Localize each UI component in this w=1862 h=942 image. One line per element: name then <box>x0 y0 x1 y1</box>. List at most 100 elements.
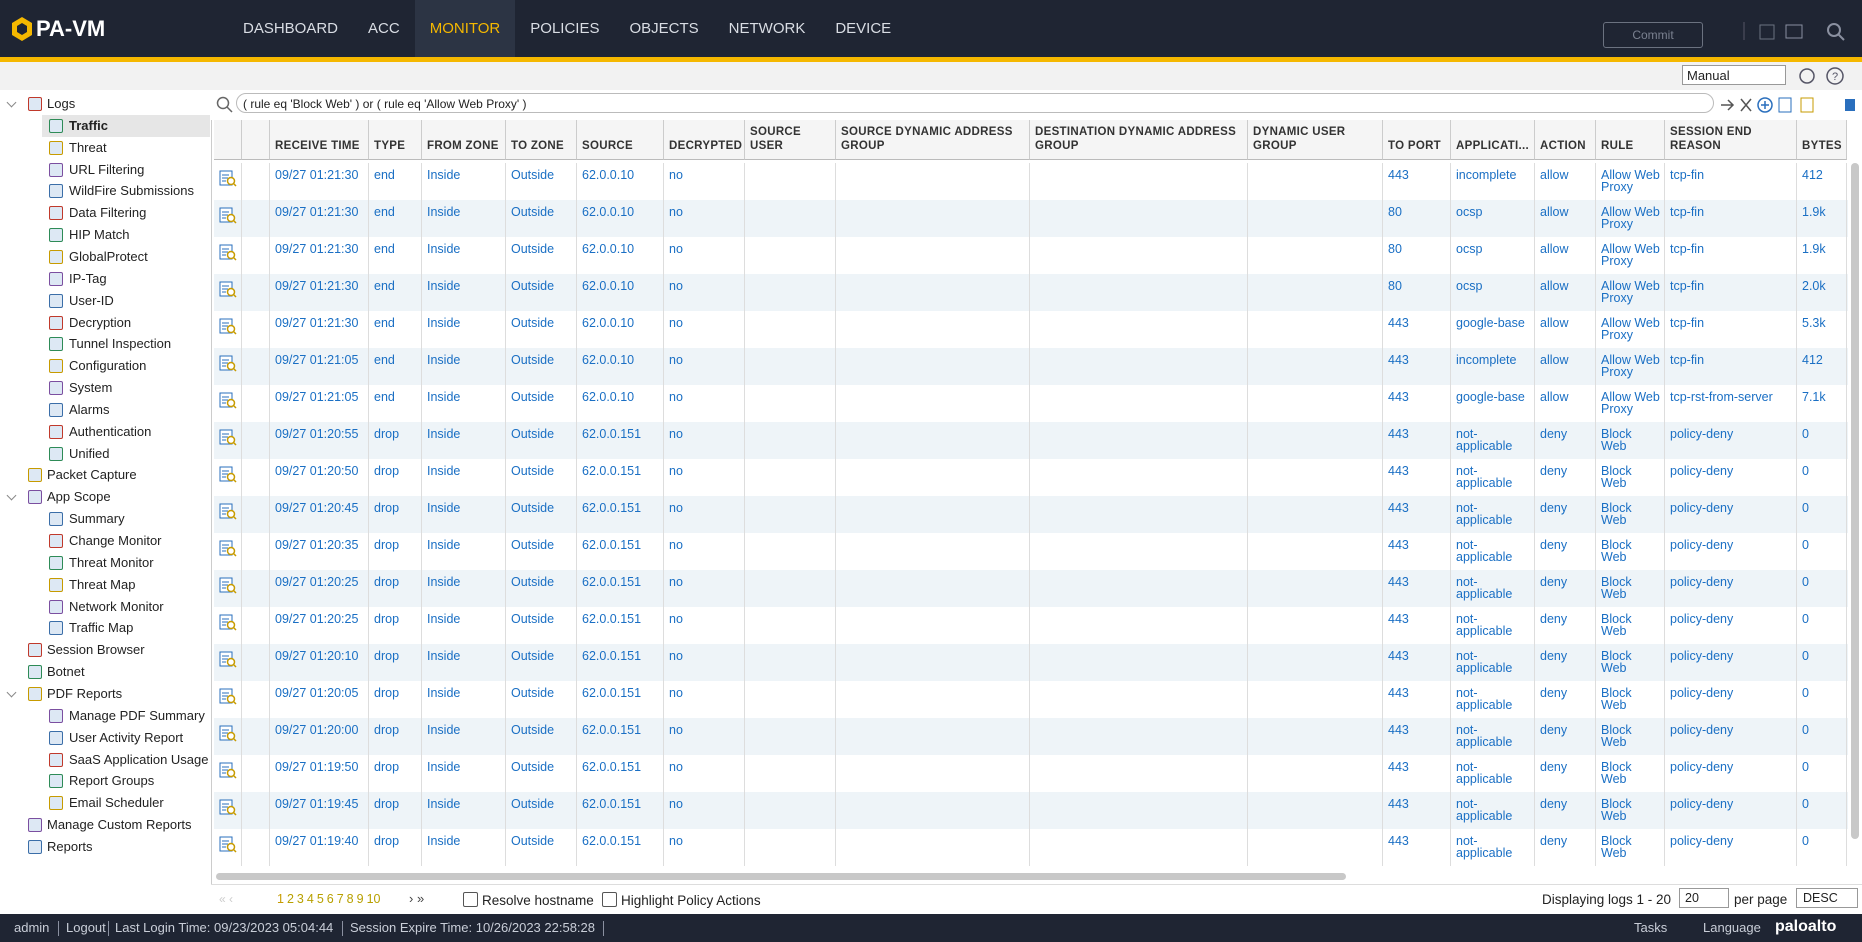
sidebar-item[interactable]: User-ID <box>42 290 210 312</box>
sidebar-item[interactable]: Session Browser <box>0 639 210 661</box>
page-link[interactable]: 8 <box>347 892 354 906</box>
pager-next[interactable]: › » <box>409 891 424 906</box>
table-row[interactable]: 09/27 01:20:55dropInsideOutside62.0.0.15… <box>214 422 1848 459</box>
vertical-scrollbar[interactable] <box>1851 163 1859 839</box>
column-header[interactable]: SOURCE DYNAMIC ADDRESS GROUP <box>836 120 1030 160</box>
column-header[interactable]: TO ZONE <box>506 120 577 160</box>
table-row[interactable]: 09/27 01:21:30endInsideOutside62.0.0.10n… <box>214 237 1848 274</box>
sidebar-item[interactable]: User Activity Report <box>42 727 210 749</box>
page-link[interactable]: 4 <box>307 892 314 906</box>
sidebar-item[interactable]: Summary <box>42 508 210 530</box>
sidebar-item[interactable]: Manage PDF Summary <box>42 705 210 727</box>
table-row[interactable]: 09/27 01:19:40dropInsideOutside62.0.0.15… <box>214 829 1848 866</box>
column-header[interactable]: ACTION <box>1535 120 1596 160</box>
sidebar-item[interactable]: GlobalProtect <box>42 246 210 268</box>
highlight-actions-checkbox[interactable] <box>602 892 617 907</box>
sidebar-item[interactable]: Manage Custom Reports <box>0 814 210 836</box>
commit-button[interactable]: Commit <box>1603 22 1703 48</box>
column-header[interactable]: SESSION END REASON <box>1665 120 1797 160</box>
detail-icon[interactable] <box>219 761 237 779</box>
detail-icon[interactable] <box>219 835 237 853</box>
sidebar-item[interactable]: Tunnel Inspection <box>42 333 210 355</box>
sidebar-item[interactable]: Data Filtering <box>42 202 210 224</box>
table-row[interactable]: 09/27 01:20:50dropInsideOutside62.0.0.15… <box>214 459 1848 496</box>
column-header[interactable]: DECRYPTED <box>664 120 745 160</box>
column-header[interactable]: SOURCE <box>577 120 664 160</box>
nav-item[interactable]: DASHBOARD <box>228 0 353 57</box>
sidebar-item[interactable]: Logs <box>0 93 210 115</box>
sidebar-item[interactable]: Threat <box>42 137 210 159</box>
table-row[interactable]: 09/27 01:20:00dropInsideOutside62.0.0.15… <box>214 718 1848 755</box>
column-header[interactable]: TYPE <box>369 120 422 160</box>
column-header[interactable]: FROM ZONE <box>422 120 506 160</box>
sidebar-item[interactable]: Configuration <box>42 355 210 377</box>
sidebar-item[interactable]: Email Scheduler <box>42 792 210 814</box>
sidebar-item[interactable]: Alarms <box>42 399 210 421</box>
detail-icon[interactable] <box>219 798 237 816</box>
detail-icon[interactable] <box>219 502 237 520</box>
order-select[interactable]: DESC <box>1796 888 1858 908</box>
column-header[interactable]: DYNAMIC USER GROUP <box>1248 120 1383 160</box>
detail-icon[interactable] <box>219 206 237 224</box>
page-link[interactable]: 3 <box>297 892 304 906</box>
page-link[interactable]: 5 <box>317 892 324 906</box>
table-row[interactable]: 09/27 01:20:05dropInsideOutside62.0.0.15… <box>214 681 1848 718</box>
detail-icon[interactable] <box>219 465 237 483</box>
sidebar-item[interactable]: Decryption <box>42 312 210 334</box>
sidebar-item[interactable]: Threat Map <box>42 574 210 596</box>
column-header[interactable]: SOURCE USER <box>745 120 836 160</box>
filter-input[interactable]: ( rule eq 'Block Web' ) or ( rule eq 'Al… <box>236 93 1714 113</box>
expand-arrow[interactable] <box>7 687 17 697</box>
sidebar-item[interactable]: Threat Monitor <box>42 552 210 574</box>
nav-item[interactable]: DEVICE <box>820 0 906 57</box>
detail-icon[interactable] <box>219 317 237 335</box>
detail-icon[interactable] <box>219 243 237 261</box>
sidebar-item[interactable]: SaaS Application Usage <box>42 749 210 771</box>
sidebar-item[interactable]: Network Monitor <box>42 596 210 618</box>
tasks[interactable]: Tasks <box>1634 920 1667 935</box>
detail-icon[interactable] <box>219 650 237 668</box>
table-row[interactable]: 09/27 01:20:35dropInsideOutside62.0.0.15… <box>214 533 1848 570</box>
column-header[interactable]: BYTES <box>1797 120 1847 160</box>
sidebar-item[interactable]: Botnet <box>0 661 210 683</box>
sidebar-item[interactable]: HIP Match <box>42 224 210 246</box>
page-link[interactable]: 2 <box>287 892 294 906</box>
sidebar-item[interactable]: Unified <box>42 443 210 465</box>
detail-icon[interactable] <box>219 280 237 298</box>
column-header[interactable]: RECEIVE TIME <box>270 120 369 160</box>
detail-icon[interactable] <box>219 169 237 187</box>
horizontal-scrollbar[interactable] <box>216 873 1346 880</box>
table-row[interactable]: 09/27 01:21:30endInsideOutside62.0.0.10n… <box>214 163 1848 200</box>
nav-item[interactable]: ACC <box>353 0 415 57</box>
table-row[interactable]: 09/27 01:20:25dropInsideOutside62.0.0.15… <box>214 607 1848 644</box>
sidebar-item[interactable]: Traffic Map <box>42 617 210 639</box>
logout[interactable]: Logout <box>66 920 106 935</box>
table-row[interactable]: 09/27 01:21:05endInsideOutside62.0.0.10n… <box>214 385 1848 422</box>
table-row[interactable]: 09/27 01:20:45dropInsideOutside62.0.0.15… <box>214 496 1848 533</box>
table-row[interactable]: 09/27 01:21:05endInsideOutside62.0.0.10n… <box>214 348 1848 385</box>
detail-icon[interactable] <box>219 391 237 409</box>
sidebar-item[interactable]: Change Monitor <box>42 530 210 552</box>
refresh-select[interactable]: Manual <box>1682 65 1786 85</box>
language[interactable]: Language <box>1703 920 1761 935</box>
column-header[interactable]: TO PORT <box>1383 120 1451 160</box>
detail-icon[interactable] <box>219 539 237 557</box>
per-page-select[interactable]: 20 <box>1679 888 1729 908</box>
sidebar-item[interactable]: WildFire Submissions <box>42 180 210 202</box>
column-header[interactable]: APPLICATI... <box>1451 120 1535 160</box>
detail-icon[interactable] <box>219 724 237 742</box>
sidebar-item[interactable]: PDF Reports <box>0 683 210 705</box>
expand-arrow[interactable] <box>7 98 17 108</box>
expand-arrow[interactable] <box>7 491 17 501</box>
sidebar-item[interactable]: Reports <box>0 836 210 858</box>
table-row[interactable]: 09/27 01:19:50dropInsideOutside62.0.0.15… <box>214 755 1848 792</box>
table-row[interactable]: 09/27 01:20:25dropInsideOutside62.0.0.15… <box>214 570 1848 607</box>
sidebar-item[interactable]: Packet Capture <box>0 464 210 486</box>
sidebar-item[interactable]: Report Groups <box>42 770 210 792</box>
table-row[interactable]: 09/27 01:21:30endInsideOutside62.0.0.10n… <box>214 200 1848 237</box>
detail-icon[interactable] <box>219 613 237 631</box>
sidebar-item[interactable]: System <box>42 377 210 399</box>
nav-item[interactable]: NETWORK <box>714 0 821 57</box>
nav-item[interactable]: OBJECTS <box>614 0 713 57</box>
sidebar-item[interactable]: URL Filtering <box>42 159 210 181</box>
